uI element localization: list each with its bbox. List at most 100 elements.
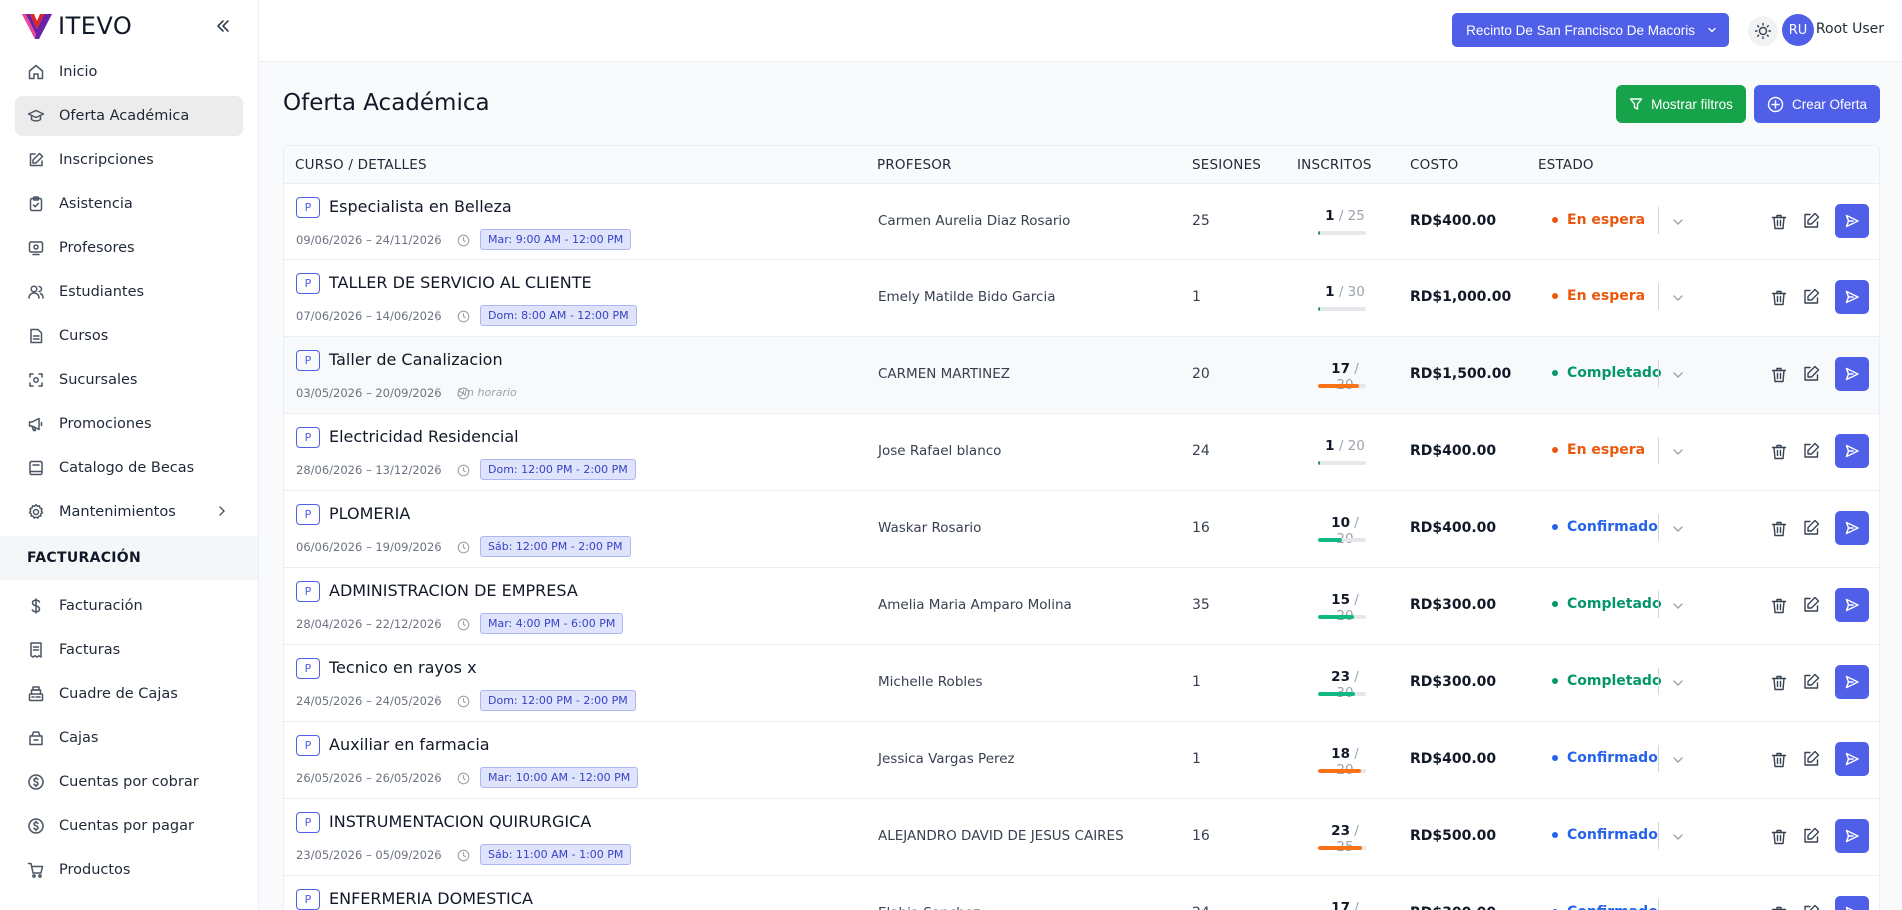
trash-icon[interactable] <box>1769 442 1789 462</box>
status-dropdown-chevron-icon[interactable] <box>1671 830 1685 844</box>
status-dropdown-chevron-icon[interactable] <box>1671 599 1685 613</box>
table-row[interactable]: P Auxiliar en farmacia 26/05/2026 – 26/05/… <box>284 722 1879 799</box>
course-title[interactable]: PLOMERIA <box>329 504 411 523</box>
trash-icon[interactable] <box>1769 519 1789 539</box>
professor-name: Elabia Sanchez <box>878 905 980 910</box>
edit-icon[interactable] <box>1801 826 1821 846</box>
send-button[interactable] <box>1835 896 1869 910</box>
table-row[interactable]: P Tecnico en rayos x 24/05/2026 – 24/05/20… <box>284 645 1879 722</box>
trash-icon[interactable] <box>1769 904 1789 910</box>
send-button[interactable] <box>1835 434 1869 468</box>
trash-icon[interactable] <box>1769 750 1789 770</box>
sidebar-item-profesores[interactable]: Profesores <box>15 228 243 268</box>
course-title[interactable]: Tecnico en rayos x <box>329 658 477 677</box>
col-enrolled[interactable]: INSCRITOS <box>1297 157 1372 173</box>
status-dropdown-chevron-icon[interactable] <box>1671 753 1685 767</box>
col-sessions[interactable]: SESIONES <box>1192 157 1262 173</box>
send-button[interactable] <box>1835 588 1869 622</box>
trash-icon[interactable] <box>1769 673 1789 693</box>
edit-icon[interactable] <box>1801 441 1821 461</box>
send-button[interactable] <box>1835 819 1869 853</box>
table-row[interactable]: P ADMINISTRACION DE EMPRESA 28/04/2026 – 2… <box>284 568 1879 645</box>
edit-icon[interactable] <box>1801 749 1821 769</box>
sidebar-item-cursos[interactable]: Cursos <box>15 316 243 356</box>
trash-icon[interactable] <box>1769 288 1789 308</box>
table-row[interactable]: P TALLER DE SERVICIO AL CLIENTE 07/06/2026… <box>284 260 1879 337</box>
trash-icon[interactable] <box>1769 827 1789 847</box>
status-dropdown-chevron-icon[interactable] <box>1671 368 1685 382</box>
clock-icon <box>457 618 470 631</box>
sidebar-item-asistencia[interactable]: Asistencia <box>15 184 243 224</box>
edit-icon[interactable] <box>1801 287 1821 307</box>
sidebar-item-facturacion[interactable]: Facturación <box>15 586 243 626</box>
course-title[interactable]: INSTRUMENTACION QUIRURGICA <box>329 812 592 831</box>
course-dates: 03/05/2026 – 20/09/2026 <box>296 386 442 400</box>
sidebar-item-cuadre-de-cajas[interactable]: Cuadre de Cajas <box>15 674 243 714</box>
send-button[interactable] <box>1835 204 1869 238</box>
brand[interactable]: ITEVO <box>0 0 258 52</box>
sidebar-item-productos[interactable]: Productos <box>15 850 243 890</box>
collapse-sidebar-icon[interactable] <box>214 17 232 35</box>
schedule-badge: Mar: 9:00 AM - 12:00 PM <box>480 229 632 250</box>
sidebar-item-cuentas-por-pagar[interactable]: Cuentas por pagar <box>15 806 243 846</box>
sidebar-item-catalogo-de-becas[interactable]: Catalogo de Becas <box>15 448 243 488</box>
sidebar-item-oferta-academica[interactable]: Oferta Académica <box>15 96 243 136</box>
course-title[interactable]: Taller de Canalizacion <box>329 350 503 369</box>
status-dropdown-chevron-icon[interactable] <box>1671 215 1685 229</box>
table-row[interactable]: P Electricidad Residencial 28/06/2026 – 13… <box>284 414 1879 491</box>
status-dropdown-chevron-icon[interactable] <box>1671 291 1685 305</box>
sidebar-item-promociones[interactable]: Promociones <box>15 404 243 444</box>
sidebar-item-sucursales[interactable]: Sucursales <box>15 360 243 400</box>
edit-icon[interactable] <box>1801 903 1821 910</box>
col-course[interactable]: CURSO / DETALLES <box>295 157 427 173</box>
sidebar-item-facturas[interactable]: Facturas <box>15 630 243 670</box>
send-button[interactable] <box>1835 280 1869 314</box>
table-row[interactable]: P Especialista en Belleza 09/06/2026 – 24/… <box>284 184 1879 260</box>
send-button[interactable] <box>1835 742 1869 776</box>
col-professor[interactable]: PROFESOR <box>877 157 952 173</box>
course-title[interactable]: Especialista en Belleza <box>329 197 512 216</box>
sidebar-item-estudiantes[interactable]: Estudiantes <box>15 272 243 312</box>
edit-icon[interactable] <box>1801 518 1821 538</box>
table-row[interactable]: P Taller de Canalizacion 03/05/2026 – 20/0… <box>284 337 1879 414</box>
create-offer-label: Crear Oferta <box>1791 96 1868 112</box>
home-icon <box>28 64 44 80</box>
table-row[interactable]: P PLOMERIA 06/06/2026 – 19/09/2026 | Sáb: 12… <box>284 491 1879 568</box>
create-offer-button[interactable]: Crear Oferta <box>1754 85 1880 123</box>
course-title[interactable]: Electricidad Residencial <box>329 427 519 446</box>
edit-icon[interactable] <box>1801 364 1821 384</box>
send-button[interactable] <box>1835 511 1869 545</box>
course-title[interactable]: TALLER DE SERVICIO AL CLIENTE <box>329 273 592 292</box>
course-title[interactable]: ADMINISTRACION DE EMPRESA <box>329 581 578 600</box>
status-dropdown-chevron-icon[interactable] <box>1671 676 1685 690</box>
sidebar-item-inscripciones[interactable]: Inscripciones <box>15 140 243 180</box>
avatar[interactable]: RU <box>1782 14 1814 46</box>
col-cost[interactable]: COSTO <box>1410 157 1459 173</box>
sidebar-item-cajas[interactable]: Cajas <box>15 718 243 758</box>
col-status[interactable]: ESTADO <box>1538 157 1594 173</box>
status-dropdown-chevron-icon[interactable] <box>1671 445 1685 459</box>
trash-icon[interactable] <box>1769 212 1789 232</box>
user-name[interactable]: Root User <box>1815 21 1884 37</box>
status-dropdown-chevron-icon[interactable] <box>1671 522 1685 536</box>
course-dates: 09/06/2026 – 24/11/2026 <box>296 233 442 247</box>
course-title[interactable]: ENFERMERIA DOMESTICA <box>329 889 533 908</box>
campus-selector[interactable]: Recinto De San Francisco De Macoris <box>1452 13 1729 47</box>
table-row[interactable]: P ENFERMERIA DOMESTICA Elabia Sanchez 24 17 … <box>284 876 1879 910</box>
sidebar-item-cuentas-por-cobrar[interactable]: Cuentas por cobrar <box>15 762 243 802</box>
edit-icon[interactable] <box>1801 672 1821 692</box>
theme-toggle[interactable] <box>1748 16 1778 46</box>
edit-icon[interactable] <box>1801 595 1821 615</box>
show-filters-button[interactable]: Mostrar filtros <box>1616 85 1746 123</box>
send-button[interactable] <box>1835 357 1869 391</box>
edit-icon[interactable] <box>1801 211 1821 231</box>
sidebar-item-mantenimientos[interactable]: Mantenimientos <box>15 492 243 532</box>
enrolled-number: 18 <box>1331 746 1350 762</box>
sidebar-item-inicio[interactable]: Inicio <box>15 52 243 92</box>
course-title[interactable]: Auxiliar en farmacia <box>329 735 490 754</box>
course-dates: 28/06/2026 – 13/12/2026 <box>296 463 442 477</box>
send-button[interactable] <box>1835 665 1869 699</box>
table-row[interactable]: P INSTRUMENTACION QUIRURGICA 23/05/2026 – … <box>284 799 1879 876</box>
trash-icon[interactable] <box>1769 365 1789 385</box>
trash-icon[interactable] <box>1769 596 1789 616</box>
